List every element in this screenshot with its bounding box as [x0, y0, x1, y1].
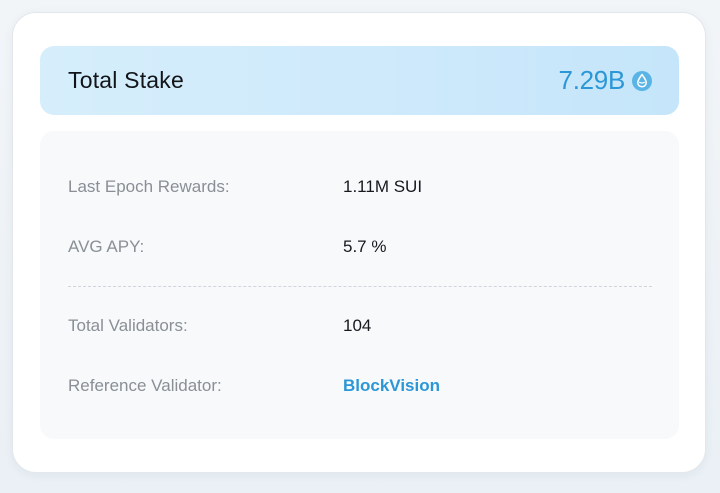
- total-stake-value-group: 7.29B: [559, 65, 653, 96]
- reference-validator-label: Reference Validator:: [68, 376, 222, 395]
- reference-validator-link[interactable]: BlockVision: [343, 376, 440, 395]
- avg-apy-value: 5.7 %: [343, 237, 387, 256]
- total-validators-label: Total Validators:: [68, 316, 188, 335]
- total-validators-row: Total Validators: 104: [68, 314, 648, 338]
- total-stake-card: Total Stake 7.29B Last Epoch Rewards: 1.…: [12, 12, 706, 473]
- reference-validator-row: Reference Validator: BlockVision: [68, 374, 648, 398]
- last-epoch-rewards-value: 1.11M SUI: [343, 177, 423, 196]
- last-epoch-rewards-row: Last Epoch Rewards: 1.11M SUI: [68, 175, 648, 199]
- sui-drop-icon: [631, 70, 653, 92]
- total-stake-value: 7.29B: [558, 65, 626, 95]
- section-divider: [68, 286, 652, 287]
- last-epoch-rewards-label: Last Epoch Rewards:: [68, 177, 230, 196]
- total-stake-header: Total Stake 7.29B: [40, 46, 679, 115]
- avg-apy-row: AVG APY: 5.7 %: [68, 235, 648, 259]
- avg-apy-label: AVG APY:: [68, 237, 145, 256]
- stake-info-panel: Last Epoch Rewards: 1.11M SUI AVG APY: 5…: [40, 131, 679, 439]
- total-validators-value: 104: [343, 316, 372, 335]
- total-stake-title: Total Stake: [68, 67, 184, 93]
